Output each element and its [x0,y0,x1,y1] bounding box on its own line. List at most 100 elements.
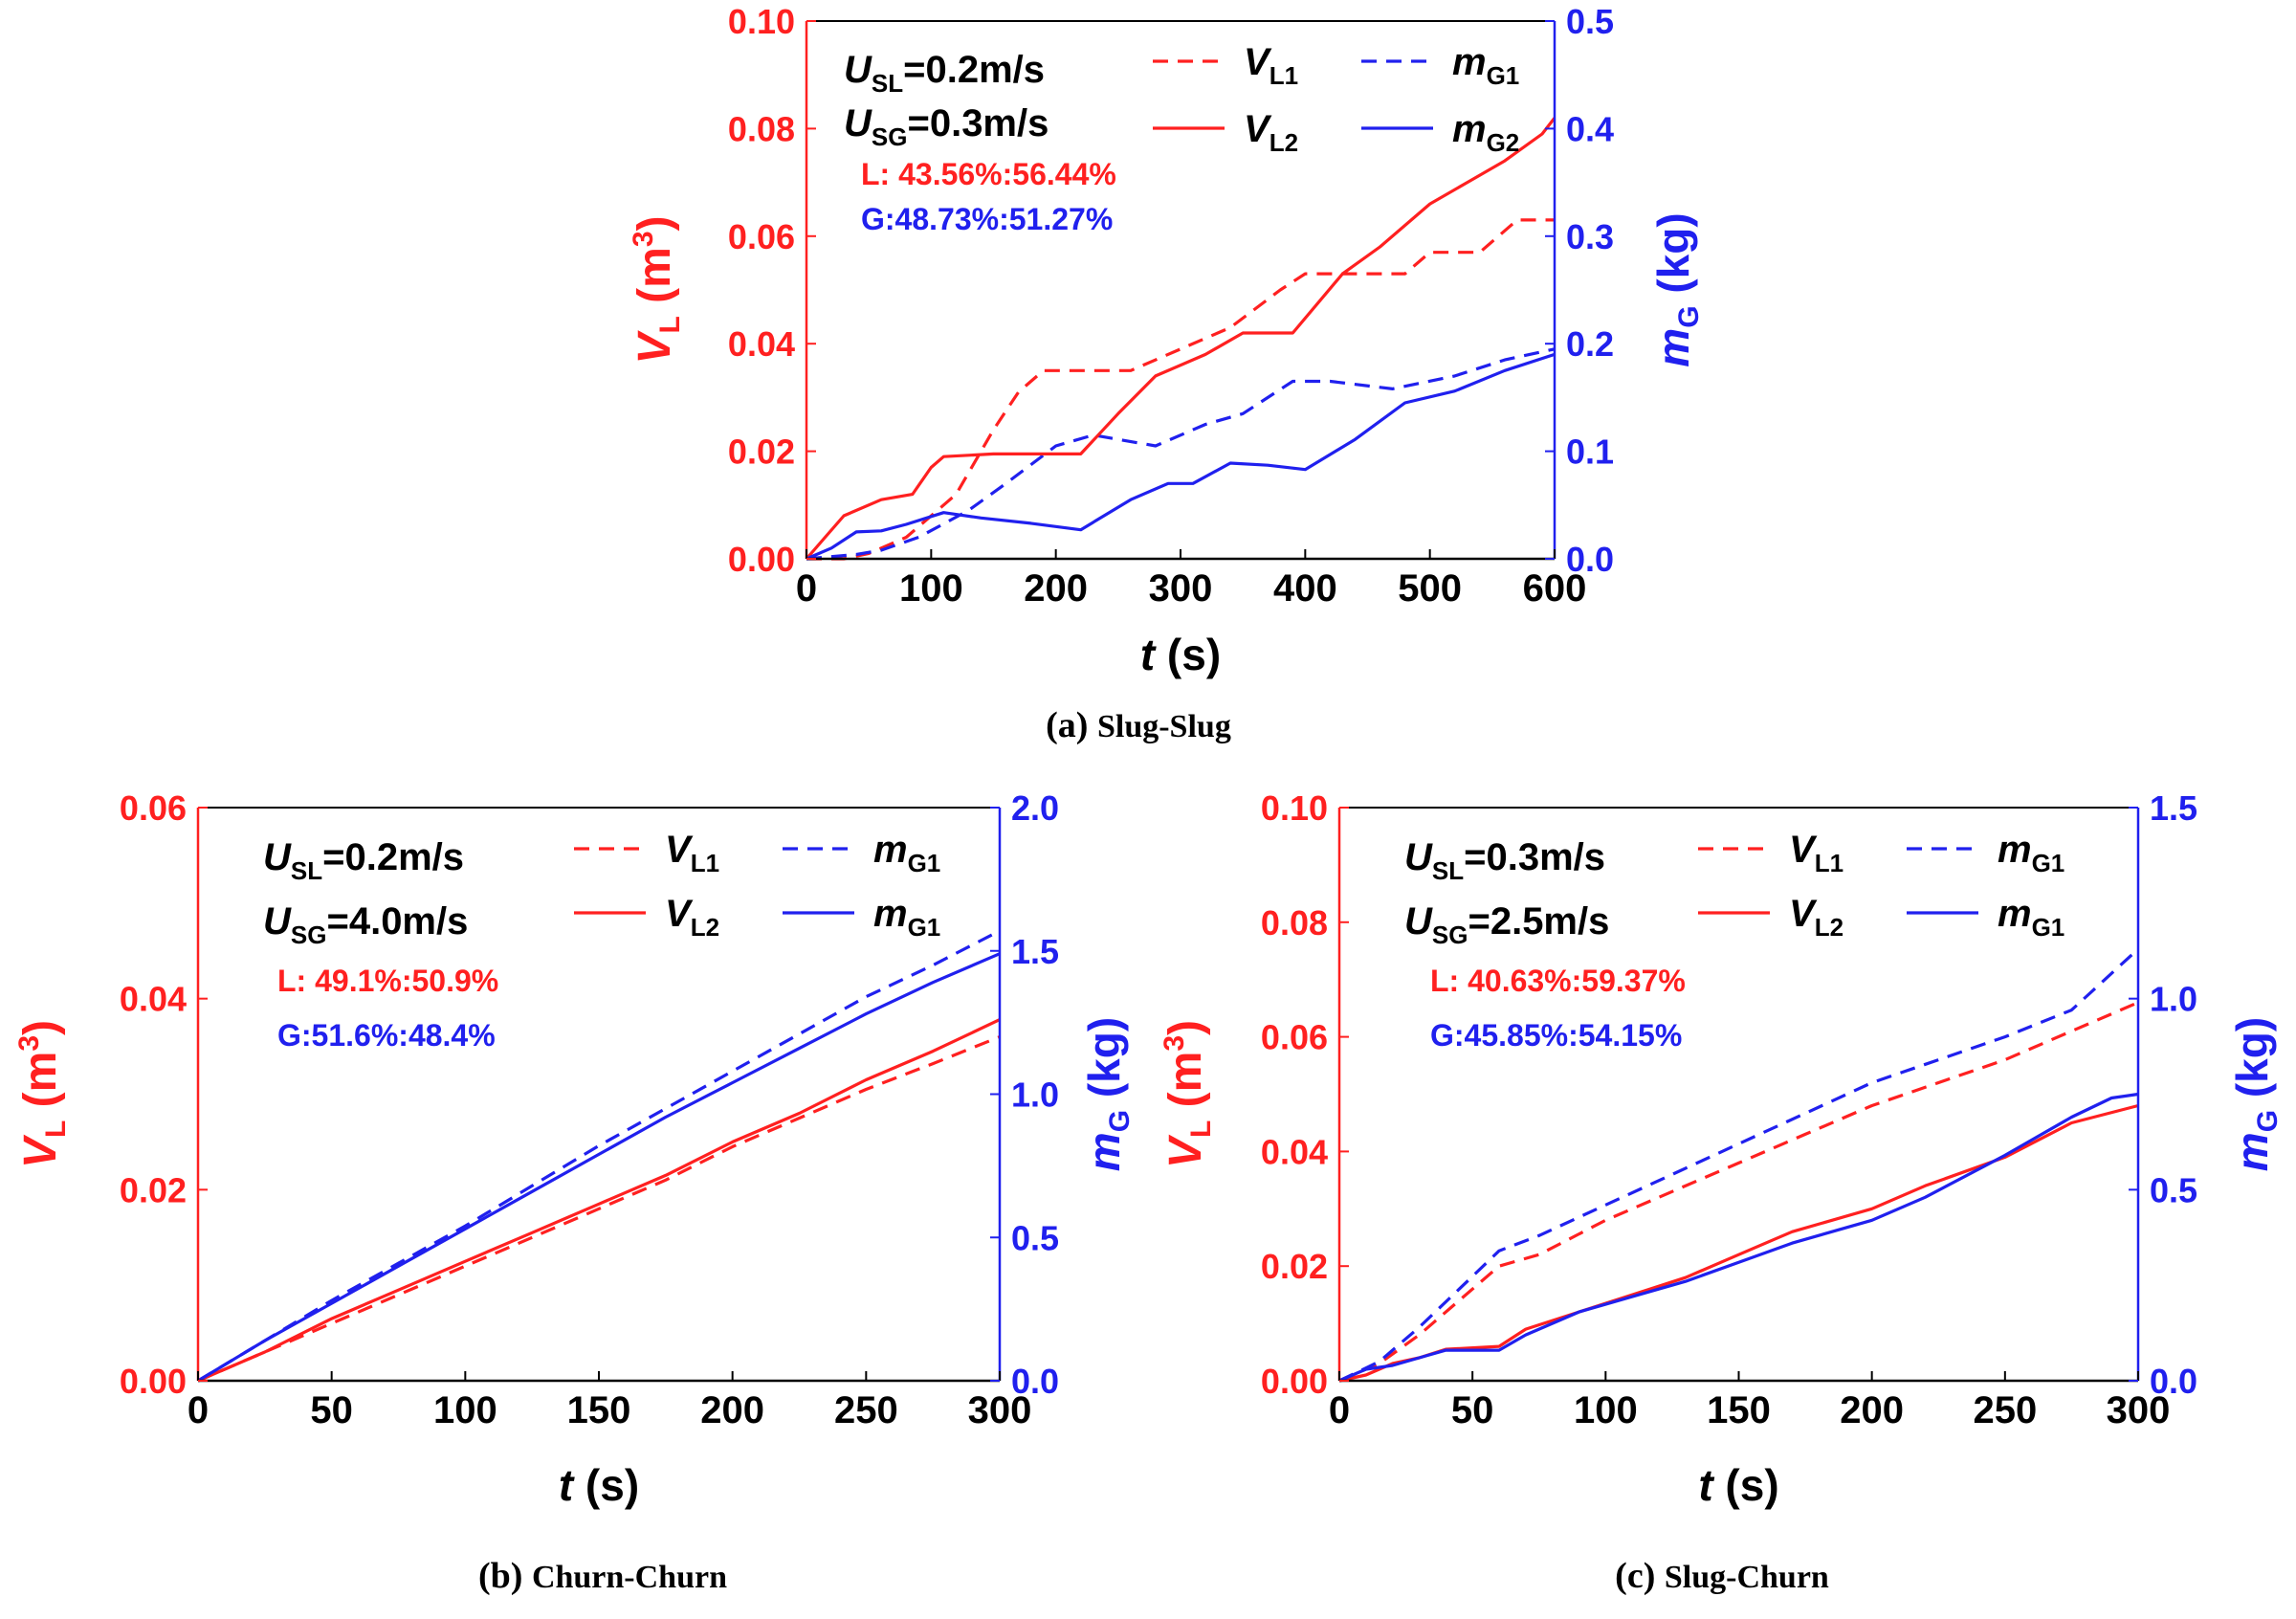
condition-usg: USG=4.0m/s [263,900,468,949]
left-y-tick-label: 0.06 [728,217,795,256]
right-y-tick-label: 0.0 [1011,1362,1059,1401]
legend-m-g1-label: mG1 [1452,41,1519,90]
x-tick-label: 250 [1973,1389,2037,1431]
legend-m-g1-label: mG1 [873,829,940,877]
panel-caption: (b) Churn-Churn [478,1556,727,1596]
ratio-liquid: L: 43.56%:56.44% [861,157,1116,191]
series-m-g1-line [806,347,1556,561]
legend-v-l2-label: VL2 [1244,108,1298,157]
x-axis-title: t (s) [559,1460,639,1510]
right-y-tick-label: 0.5 [1566,2,1614,41]
x-tick-label: 100 [1574,1389,1638,1431]
x-tick-label: 300 [968,1389,1032,1431]
series-v-l1-line [1338,1001,2139,1383]
x-tick-label: 250 [834,1389,898,1431]
condition-usl: USL=0.2m/s [844,49,1045,98]
left-y-tick-label: 0.06 [1261,1018,1328,1057]
left-y-tick-label: 0.04 [728,324,795,364]
x-tick-label: 200 [1840,1389,1904,1431]
x-tick-label: 200 [1024,567,1088,610]
legend-m-g2-label: mG1 [873,893,940,942]
left-axis-title: VL (m3) [1159,1020,1217,1168]
left-y-tick-label: 0.00 [120,1362,187,1401]
panel-slug-slug: 0 100 200 300 400 500 600 0.00 0.02 0.04 0.06 0.08 0… [628,2,1705,745]
x-tick-label: 0 [1329,1389,1350,1431]
series-m-g2-line [806,352,1556,561]
right-y-tick-label: 0.4 [1566,109,1614,148]
right-y-tick-label: 1.5 [2150,788,2197,828]
series-v-l2-line [805,117,1556,561]
x-tick-label: 0 [796,567,817,610]
legend-v-l1-label: VL1 [665,829,719,877]
series-v-l2-line [197,1018,1001,1383]
condition-usl: USL=0.3m/s [1404,836,1605,885]
x-tick-label: 100 [899,567,963,610]
x-tick-label: 600 [1523,567,1587,610]
left-y-tick-label: 0.04 [1261,1132,1328,1171]
x-tick-label: 500 [1398,567,1462,610]
right-y-tick-label: 2.0 [1011,788,1059,828]
right-y-tick-label: 1.0 [1011,1076,1059,1115]
panel-churn-churn: 0 50 100 150 200 250 300 0.00 0.02 0.04 0.06 0.0 0.5… [13,788,1136,1596]
left-y-tick-label: 0.00 [728,540,795,579]
right-axis-title: mG (kg) [1648,212,1705,366]
right-axis-title: mG (kg) [1079,1017,1136,1171]
ratio-gas: G:51.6%:48.4% [277,1018,496,1053]
right-y-tick-label: 1.0 [2150,980,2197,1019]
x-tick-label: 0 [188,1389,209,1431]
condition-usg: USG=2.5m/s [1404,900,1609,949]
legend-m-g2-label: mG1 [1998,893,2064,942]
condition-usg: USG=0.3m/s [844,102,1049,151]
left-y-tick-label: 0.06 [120,788,187,828]
x-axis-title: t (s) [1698,1460,1778,1510]
left-y-tick-label: 0.04 [120,980,187,1019]
left-y-tick-label: 0.02 [120,1170,187,1209]
right-axis-title: mG (kg) [2227,1017,2284,1171]
x-tick-label: 150 [1707,1389,1771,1431]
x-tick-label: 300 [1149,567,1213,610]
legend-m-g1-label: mG1 [1998,829,2064,877]
series-m-g1-line [197,929,1001,1383]
series-m-g2-line [197,952,1001,1383]
panel-caption: (a) Slug-Slug [1046,705,1231,745]
left-axis-title: VL (m3) [13,1020,72,1168]
left-y-tick-label: 0.02 [728,432,795,472]
x-tick-label: 50 [310,1389,353,1431]
condition-usl: USL=0.2m/s [263,836,464,885]
x-tick-label: 400 [1273,567,1337,610]
legend-v-l1-label: VL1 [1244,41,1298,90]
right-y-tick-label: 0.1 [1566,432,1614,472]
right-y-tick-label: 0.0 [1566,540,1614,579]
ratio-gas: G:45.85%:54.15% [1430,1018,1682,1053]
left-y-tick-label: 0.00 [1261,1362,1328,1401]
left-y-tick-label: 0.02 [1261,1247,1328,1286]
ratio-liquid: L: 40.63%:59.37% [1430,964,1686,998]
x-tick-label: 50 [1451,1389,1494,1431]
legend-m-g2-label: mG2 [1452,108,1519,157]
left-y-tick-label: 0.08 [728,109,795,148]
x-tick-label: 100 [433,1389,497,1431]
right-y-tick-label: 0.2 [1566,324,1614,364]
left-y-tick-label: 0.10 [728,2,795,41]
legend-v-l2-label: VL2 [665,893,719,942]
series-v-l1-line [197,1035,1001,1383]
series-v-l1-line [806,218,1555,561]
x-tick-label: 150 [567,1389,631,1431]
legend-v-l2-label: VL2 [1789,893,1843,942]
ratio-liquid: L: 49.1%:50.9% [277,964,498,998]
x-tick-label: 300 [2107,1389,2171,1431]
left-y-tick-label: 0.10 [1261,788,1328,828]
ratio-gas: G:48.73%:51.27% [861,202,1113,236]
panel-caption: (c) Slug-Churn [1615,1556,1829,1596]
right-y-tick-label: 1.5 [1011,932,1059,971]
panel-slug-churn: 0 50 100 150 200 250 300 0.00 0.02 0.04 0.06 0.08 0.… [1159,788,2284,1596]
legend-v-l1-label: VL1 [1789,829,1843,877]
series-m-g1-line [1338,947,2140,1383]
left-axis-title: VL (m3) [628,215,686,364]
x-axis-title: t (s) [1140,630,1221,679]
x-tick-label: 200 [700,1389,764,1431]
series-m-g2-line [1338,1092,2139,1383]
right-y-tick-label: 0.5 [2150,1170,2197,1209]
right-y-tick-label: 0.0 [2150,1362,2197,1401]
